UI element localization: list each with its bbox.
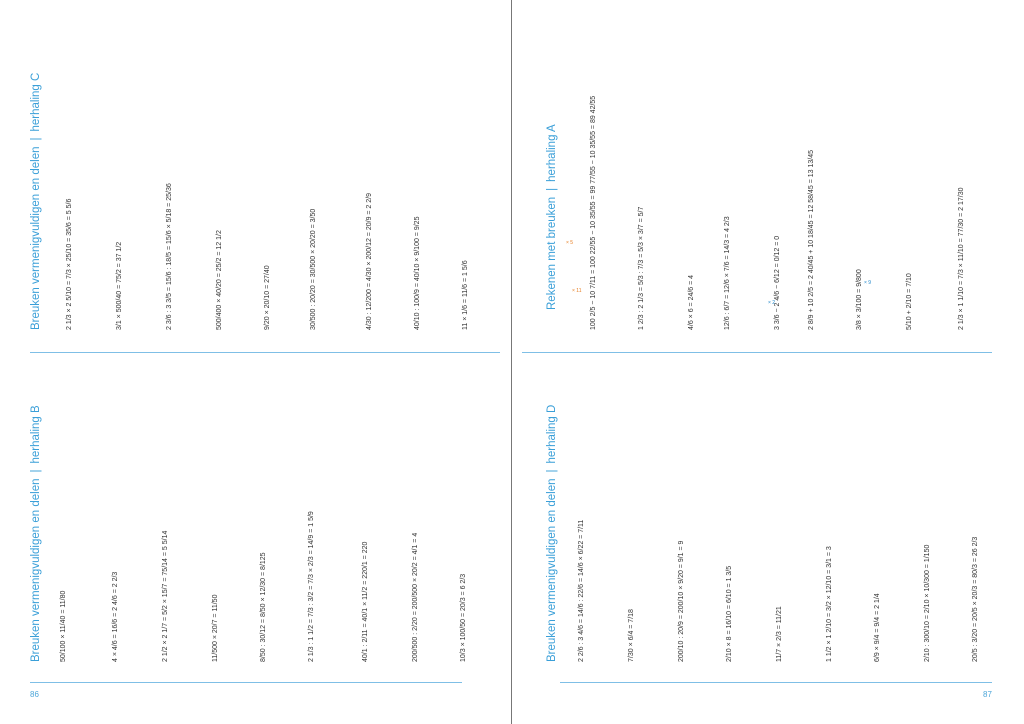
page-number-left: 86 [30, 690, 39, 699]
exercise-row: 2 1/3 : 1 1/2 = 7/3 : 3/2 = 7/3 × 2/3 = … [308, 511, 315, 662]
exercise-row: 8/50 : 30/12 = 8/50 × 12/30 = 8/125 [260, 552, 267, 662]
exercise-row: 12/6 : 6/7 = 12/6 × 7/6 = 14/3 = 4 2/3 [724, 216, 731, 330]
exercise-row: 2 1/3 × 2 5/10 = 7/3 × 25/10 = 35/6 = 5 … [66, 198, 73, 330]
section-b-tag: herhaling B [30, 405, 42, 464]
section-b-title: Breuken vermenigvuldigen en delen | herhal… [30, 405, 42, 662]
title-separator: | [546, 187, 558, 191]
note-times-9: × 9 [864, 280, 872, 286]
section-b-title-text: Breuken vermenigvuldigen en delen [30, 478, 42, 662]
section-d: Breuken vermenigvuldigen en delen | herhal… [544, 360, 1004, 675]
exercise-row: 4 × 4/6 = 16/6 = 2 4/6 = 2 2/3 [112, 571, 119, 662]
note-times-11: × 11 [572, 288, 582, 294]
exercise-row: 1 2/3 : 2 1/3 = 5/3 : 7/3 = 5/3 × 3/7 = … [638, 206, 645, 330]
exercise-row: 11/500 × 20/7 = 11/50 [212, 594, 219, 662]
exercise-row: 2 8/9 + 10 2/5 = 2 40/45 + 10 18/45 = 12… [808, 149, 815, 330]
exercise-row: 100 2/5 − 10 7/11 = 100 22/55 − 10 35/55… [590, 95, 597, 330]
exercise-row: 2 1/3 × 1 1/10 = 7/3 × 11/10 = 77/30 = 2… [958, 187, 965, 330]
divider-left [30, 352, 500, 353]
title-separator: | [30, 137, 42, 141]
section-c: Breuken vermenigvuldigen en delen | herhal… [28, 18, 508, 348]
exercise-row: 11/7 × 2/3 = 11/21 [776, 606, 783, 662]
exercise-row: 20/5 : 3/20 = 20/5 × 20/3 = 80/3 = 26 2/… [972, 536, 979, 662]
exercise-row: 11 × 1/6 = 11/6 = 1 5/6 [462, 260, 469, 330]
section-a: Rekenen met breuken | herhaling A 100 2/5 … [544, 18, 1004, 348]
exercise-row: 3/1 × 500/40 = 75/2 = 37 1/2 [116, 241, 123, 330]
exercise-row: 200/500 : 2/20 = 200/500 × 20/2 = 4/1 = … [412, 532, 419, 662]
page-number-right: 87 [983, 690, 992, 699]
section-d-title-text: Breuken vermenigvuldigen en delen [546, 478, 558, 662]
section-d-tag: herhaling D [546, 404, 558, 464]
section-c-title: Breuken vermenigvuldigen en delen | herhal… [30, 73, 42, 330]
divider-right [522, 352, 992, 353]
exercise-row: 4/6 × 6 = 24/6 = 4 [688, 274, 695, 330]
section-a-tag: herhaling A [546, 124, 558, 182]
section-d-title: Breuken vermenigvuldigen en delen | herhal… [546, 405, 558, 662]
exercise-row: 40/1 : 2/11 = 40/1 × 11/2 = 220/1 = 220 [362, 541, 369, 662]
section-b: Breuken vermenigvuldigen en delen | herhal… [28, 360, 508, 675]
exercise-row: 200/10 : 20/9 = 200/10 × 9/20 = 9/1 = 9 [678, 540, 685, 662]
exercise-row: 9/20 × 20/10 = 27/40 [264, 265, 271, 330]
exercise-row: 2 3/6 : 3 3/5 = 15/6 : 18/5 = 15/6 × 5/1… [166, 183, 173, 330]
exercise-row: 50/100 × 11/40 = 11/80 [60, 590, 67, 662]
exercise-row: 6/9 × 9/4 = 9/4 = 2 1/4 [874, 593, 881, 662]
exercise-row: 7/30 × 6/4 = 7/18 [628, 609, 635, 662]
exercise-row: 2/10 : 300/10 = 2/10 × 10/300 = 1/150 [924, 544, 931, 662]
section-a-title-text: Rekenen met breuken [546, 196, 558, 310]
exercise-row: 5/10 + 2/10 = 7/10 [906, 273, 913, 330]
note-times-5: × 5 [566, 240, 574, 246]
exercise-row: 3/8 × 3/100 = 9/800 [856, 269, 863, 330]
exercise-row: 30/500 : 20/20 = 30/500 × 20/20 = 3/50 [310, 208, 317, 330]
exercise-row: 1 1/2 × 1 2/10 = 3/2 × 12/10 = 3/1 = 3 [826, 546, 833, 662]
footer-line-left [30, 682, 462, 683]
exercise-row: 4/30 : 12/200 = 4/30 × 200/12 = 20/9 = 2… [366, 192, 373, 330]
exercise-row: 2 1/2 × 2 1/7 = 5/2 × 15/7 = 75/14 = 5 5… [162, 530, 169, 662]
exercise-row: 500/400 × 40/20 = 25/2 = 12 1/2 [216, 230, 223, 330]
title-separator: | [546, 469, 558, 473]
exercise-row: 40/10 : 100/9 = 40/10 × 9/100 = 9/25 [414, 216, 421, 330]
section-c-title-text: Breuken vermenigvuldigen en delen [30, 146, 42, 330]
section-c-tag: herhaling C [30, 72, 42, 132]
section-a-title: Rekenen met breuken | herhaling A [546, 124, 558, 310]
note-times-2: × 2 [768, 300, 776, 306]
exercise-row: 3 3/6 − 2 4/6 − 6/12 = 0/12 = 0 [774, 235, 781, 330]
exercise-row: 2 2/6 : 3 4/6 = 14/6 : 22/6 = 14/6 × 6/2… [578, 519, 585, 662]
title-separator: | [30, 469, 42, 473]
page-spine [511, 0, 512, 724]
footer-line-right [560, 682, 992, 683]
exercise-row: 10/3 × 100/50 = 20/3 = 6 2/3 [460, 573, 467, 662]
exercise-row: 2/10 × 8 = 16/10 = 6/10 = 1 3/5 [726, 565, 733, 662]
